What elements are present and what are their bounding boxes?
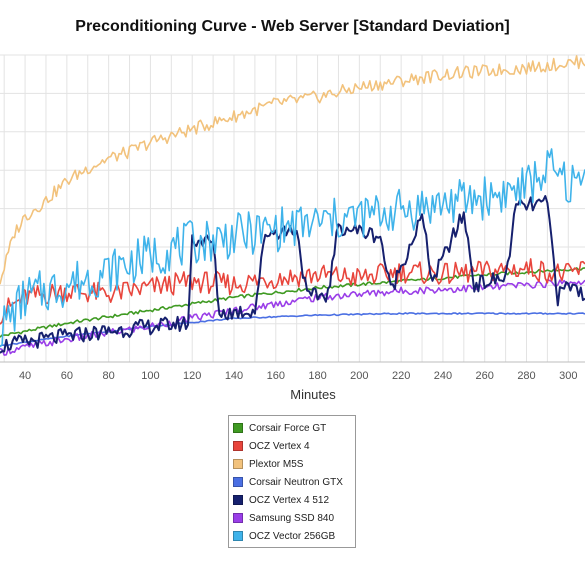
legend-label: OCZ Vector 256GB — [249, 530, 336, 542]
x-tick-label: 100 — [141, 370, 159, 382]
legend-item: OCZ Vertex 4 — [233, 438, 310, 454]
legend-swatch — [233, 477, 243, 487]
x-tick-label: 40 — [19, 370, 31, 382]
series-line — [0, 195, 585, 354]
legend-swatch — [233, 513, 243, 523]
series-line — [0, 148, 585, 348]
legend-swatch — [233, 441, 243, 451]
legend-label: OCZ Vertex 4 — [249, 440, 310, 452]
legend-label: OCZ Vertex 4 512 — [249, 494, 330, 506]
x-tick-label: 80 — [103, 370, 115, 382]
x-tick-label: 160 — [267, 370, 285, 382]
x-tick-label: 240 — [434, 370, 452, 382]
legend-swatch — [233, 495, 243, 505]
x-tick-label: 220 — [392, 370, 410, 382]
legend-item: Corsair Force GT — [233, 420, 326, 436]
x-tick-label: 180 — [308, 370, 326, 382]
legend-label: Corsair Force GT — [249, 422, 327, 434]
x-tick-label: 300 — [559, 370, 577, 382]
x-tick-label: 260 — [476, 370, 494, 382]
x-tick-labels: 40 60 80 100 120 140 160 180 200 220 240 260 280 300 — [19, 370, 578, 382]
series-line — [0, 258, 585, 325]
x-tick-label: 200 — [350, 370, 368, 382]
legend-item: OCZ Vector 256GB — [233, 528, 335, 544]
legend-swatch — [233, 423, 243, 433]
series-line — [0, 55, 585, 285]
x-tick-label: 60 — [61, 370, 73, 382]
series-lines — [0, 55, 585, 356]
legend-swatch — [233, 459, 243, 469]
legend-item: Corsair Neutron GTX — [233, 474, 343, 490]
x-tick-label: 140 — [225, 370, 243, 382]
legend-swatch — [233, 531, 243, 541]
x-tick-label: 280 — [517, 370, 535, 382]
x-axis-title: Minutes — [290, 387, 336, 402]
chart-title: Preconditioning Curve - Web Server [Stan… — [75, 18, 510, 35]
legend: Corsair Force GT OCZ Vertex 4 Plextor M5S C… — [228, 415, 356, 548]
legend-label: Plextor M5S — [249, 458, 304, 470]
series-line — [0, 267, 585, 338]
legend-label: Samsung SSD 840 — [249, 512, 335, 524]
legend-item: Samsung SSD 840 — [233, 510, 334, 526]
legend-label: Corsair Neutron GTX — [249, 476, 343, 488]
x-tick-label: 120 — [183, 370, 201, 382]
legend-item: OCZ Vertex 4 512 — [233, 492, 329, 508]
legend-item: Plextor M5S — [233, 456, 303, 472]
